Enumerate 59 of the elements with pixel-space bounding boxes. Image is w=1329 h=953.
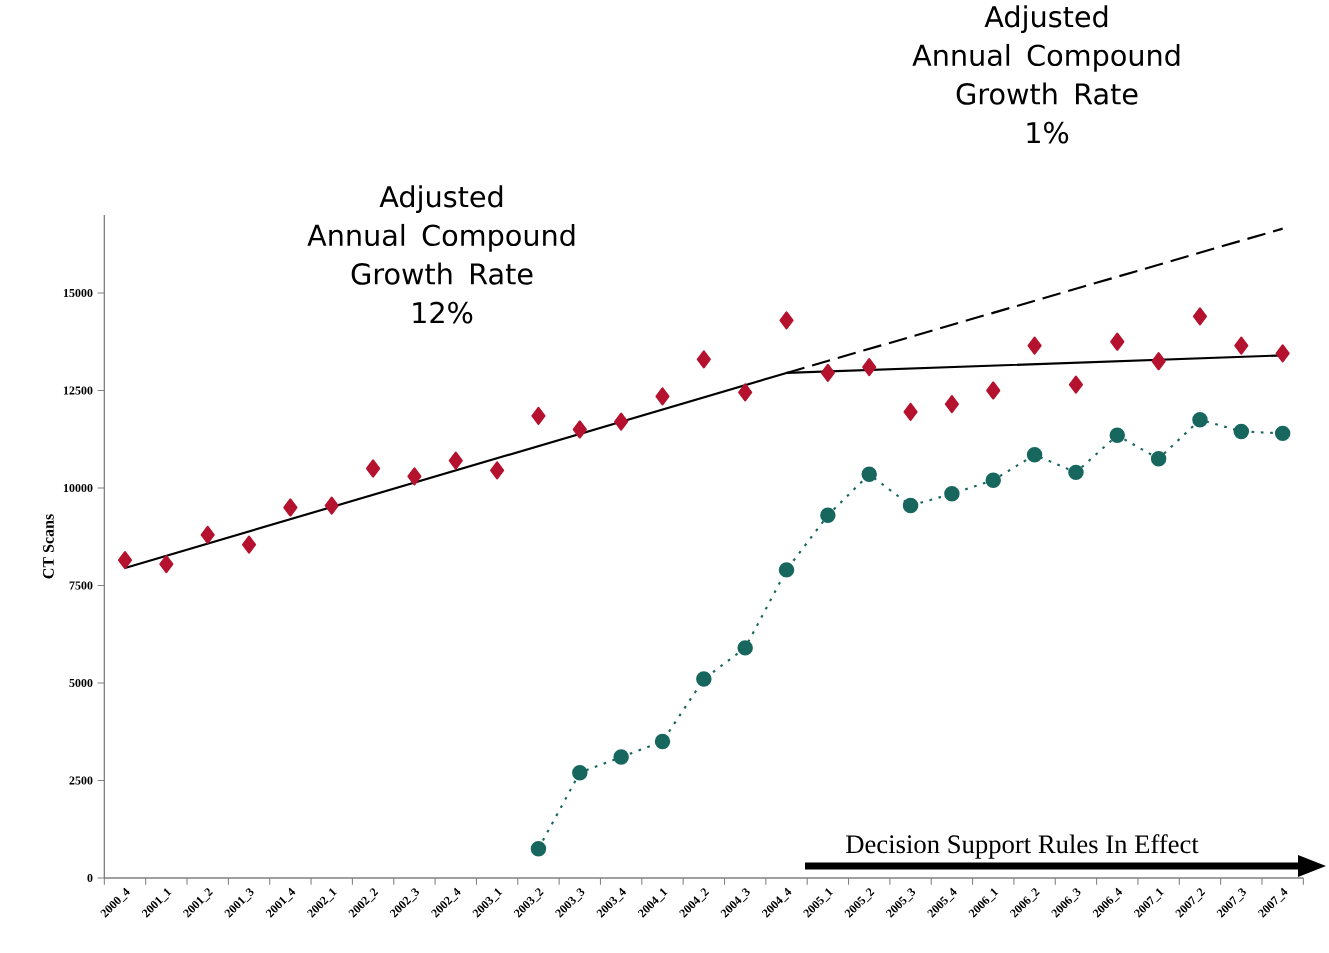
point [986,381,1001,400]
point [200,525,215,544]
point [1068,375,1083,394]
point [1110,332,1125,351]
point [1151,352,1166,371]
point [448,451,463,470]
y-tick-label: 5000 [69,678,93,688]
y-axis-title: CT Scans [43,514,54,579]
point [861,466,877,483]
point [696,671,712,687]
point [407,467,422,486]
point [655,387,670,406]
point [1109,427,1126,444]
point [1234,336,1249,355]
y-tick-label: 10000 [63,483,93,493]
point [944,395,959,414]
point [820,507,836,524]
point [613,749,629,765]
annotation: Decision Support Rules In Effect [846,834,1199,859]
text: Adjusted Annual Compound Growth Rate 1% [912,5,1180,144]
point [903,402,918,422]
point [1192,412,1208,428]
point [820,363,835,383]
point [117,551,133,570]
point [779,311,794,330]
y-tick-label: 7500 [69,581,93,590]
annotation: Adjusted Annual Compound Growth Rate 12% [307,185,575,324]
point [862,358,877,377]
point [778,562,795,578]
point [944,486,960,502]
point [283,498,298,517]
point [572,420,587,439]
point [1026,447,1043,463]
point [985,472,1001,488]
y-tick-label: 0 [87,873,93,883]
point [737,640,753,656]
point [1150,451,1167,467]
point [696,350,711,369]
y-tick-label: 12500 [63,386,93,395]
point [366,459,381,478]
point [1274,425,1291,442]
point [614,412,629,431]
point [1275,344,1290,363]
point [1068,464,1084,481]
point [530,841,547,857]
point [738,383,753,402]
point [324,496,339,515]
point [654,733,671,750]
point [1192,307,1208,326]
point [572,764,588,781]
point [241,535,257,554]
point [490,461,505,480]
point [902,497,919,514]
point [159,554,174,574]
point [1233,423,1250,440]
point [1027,336,1042,355]
point [531,406,546,425]
y-tick-label: 15000 [63,288,93,298]
y-tick-label: 2500 [69,776,93,785]
